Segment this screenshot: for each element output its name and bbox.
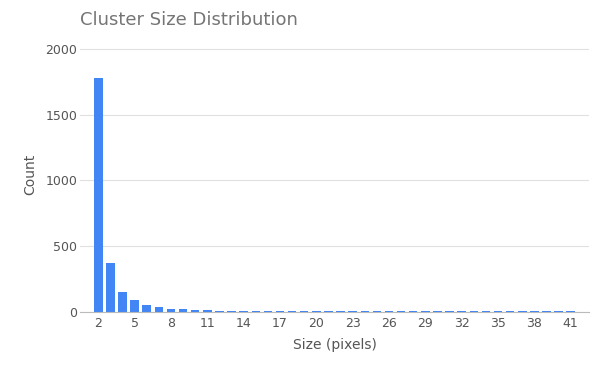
- Bar: [106, 263, 115, 312]
- Bar: [118, 292, 127, 312]
- Bar: [288, 311, 296, 312]
- Bar: [239, 311, 248, 312]
- Bar: [276, 311, 284, 312]
- Bar: [94, 78, 103, 312]
- Y-axis label: Count: Count: [23, 153, 37, 194]
- Bar: [263, 311, 272, 312]
- Bar: [155, 307, 163, 312]
- Bar: [203, 310, 212, 312]
- Bar: [215, 311, 224, 312]
- Bar: [251, 311, 260, 312]
- Bar: [300, 311, 308, 312]
- Text: Cluster Size Distribution: Cluster Size Distribution: [80, 11, 298, 29]
- Bar: [179, 309, 187, 312]
- Bar: [191, 310, 199, 312]
- X-axis label: Size (pixels): Size (pixels): [293, 338, 376, 352]
- Bar: [130, 301, 139, 312]
- Bar: [227, 311, 236, 312]
- Bar: [167, 309, 175, 312]
- Bar: [142, 305, 151, 312]
